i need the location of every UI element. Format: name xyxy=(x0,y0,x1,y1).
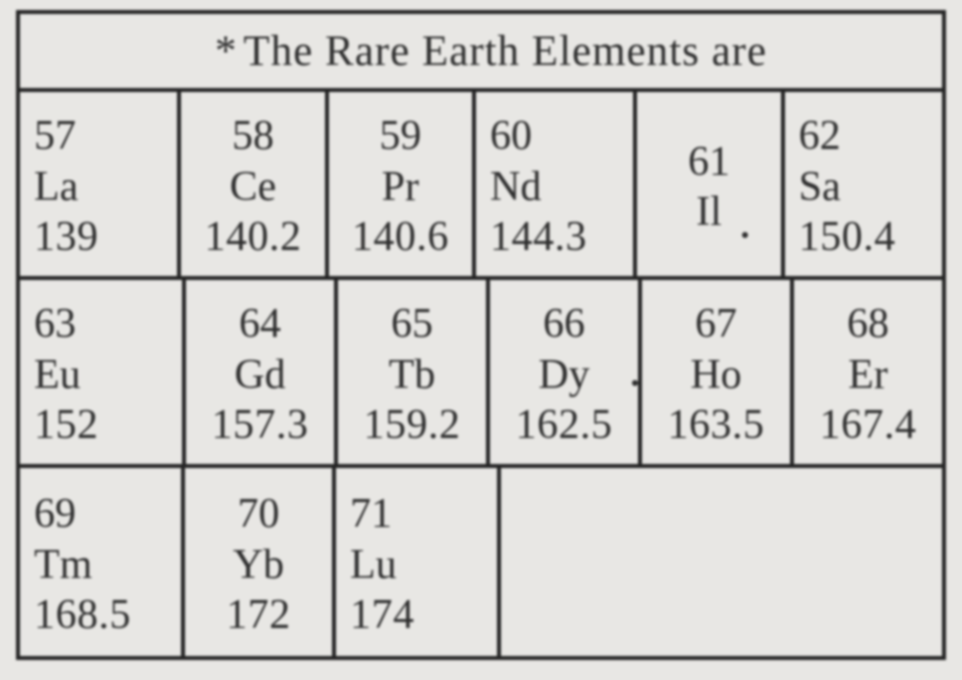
stray-dot xyxy=(742,232,748,238)
atomic-mass: 159.2 xyxy=(364,400,461,450)
empty-cell: ... xyxy=(648,468,795,656)
element-symbol: Sa xyxy=(799,162,841,212)
stray-dot xyxy=(632,380,638,386)
atomic-number: 68 xyxy=(847,299,889,349)
atomic-number: 67 xyxy=(695,299,737,349)
atomic-mass: 157.3 xyxy=(212,400,309,450)
title-asterisk: * xyxy=(215,27,238,76)
atomic-mass: 144.3 xyxy=(490,212,587,262)
element-symbol: Il xyxy=(696,187,722,237)
atomic-mass: 163.5 xyxy=(668,400,765,450)
atomic-number: 70 xyxy=(238,489,280,539)
atomic-number: 62 xyxy=(799,111,841,161)
element-symbol: Tm xyxy=(34,540,92,590)
table-row: 69 Tm 168.5 70 Yb 172 71 Lu 174 ... ... … xyxy=(20,468,942,656)
atomic-mass: 140.6 xyxy=(352,212,449,262)
empty-cell: ... xyxy=(795,468,942,656)
atomic-mass: 174 xyxy=(350,590,415,640)
atomic-mass: 139 xyxy=(34,212,99,262)
atomic-mass: 167.4 xyxy=(820,400,917,450)
atomic-number: 59 xyxy=(379,111,421,161)
element-cell: 57 La 139 xyxy=(20,92,181,276)
empty-cell: ... xyxy=(501,468,648,656)
element-cell-highlighted: 61 Il xyxy=(637,92,784,276)
element-symbol: Nd xyxy=(490,162,541,212)
atomic-number: 57 xyxy=(34,111,76,161)
element-symbol: Er xyxy=(848,350,888,400)
element-symbol: Tb xyxy=(389,350,436,400)
element-cell: 59 Pr 140.6 xyxy=(329,92,476,276)
element-symbol: Pr xyxy=(382,162,419,212)
element-symbol: Ce xyxy=(230,162,277,212)
atomic-number: 60 xyxy=(490,111,532,161)
element-cell: 62 Sa 150.4 xyxy=(785,92,942,276)
atomic-number: 61 xyxy=(688,137,730,187)
element-symbol: Eu xyxy=(34,350,81,400)
table-title-row: * The Rare Earth Elements are xyxy=(20,14,942,92)
element-symbol: Yb xyxy=(233,540,284,590)
element-cell: 67 Ho 163.5 xyxy=(642,280,794,464)
table-row: 63 Eu 152 64 Gd 157.3 65 Tb 159.2 66 Dy … xyxy=(20,280,942,468)
element-symbol: Ho xyxy=(690,350,741,400)
element-symbol: Lu xyxy=(350,540,397,590)
element-cell: 60 Nd 144.3 xyxy=(476,92,637,276)
element-cell: 70 Yb 172 xyxy=(185,468,336,656)
element-symbol: Gd xyxy=(234,350,285,400)
element-cell: 58 Ce 140.2 xyxy=(181,92,328,276)
element-symbol: Dy xyxy=(538,350,589,400)
element-cell: 64 Gd 157.3 xyxy=(186,280,338,464)
element-symbol: La xyxy=(34,162,78,212)
element-cell: 71 Lu 174 xyxy=(336,468,501,656)
atomic-number: 63 xyxy=(34,299,76,349)
atomic-mass: 140.2 xyxy=(204,212,301,262)
atomic-number: 64 xyxy=(239,299,281,349)
atomic-number: 65 xyxy=(391,299,433,349)
atomic-mass: 168.5 xyxy=(34,590,131,640)
atomic-number: 58 xyxy=(232,111,274,161)
element-cell: 65 Tb 159.2 xyxy=(338,280,490,464)
element-cell: 66 Dy 162.5 xyxy=(490,280,642,464)
atomic-number: 71 xyxy=(350,489,392,539)
rare-earth-table: * The Rare Earth Elements are 57 La 139 … xyxy=(16,10,946,660)
atomic-mass: 150.4 xyxy=(799,212,896,262)
atomic-number: 66 xyxy=(543,299,585,349)
element-cell: 68 Er 167.4 xyxy=(794,280,942,464)
atomic-mass: 152 xyxy=(34,400,99,450)
table-title: The Rare Earth Elements are xyxy=(243,27,767,76)
element-cell: 69 Tm 168.5 xyxy=(20,468,185,656)
atomic-number: 69 xyxy=(34,489,76,539)
table-row: 57 La 139 58 Ce 140.2 59 Pr 140.6 60 Nd … xyxy=(20,92,942,280)
atomic-mass: 162.5 xyxy=(516,400,613,450)
element-cell: 63 Eu 152 xyxy=(20,280,186,464)
atomic-mass: 172 xyxy=(226,590,291,640)
